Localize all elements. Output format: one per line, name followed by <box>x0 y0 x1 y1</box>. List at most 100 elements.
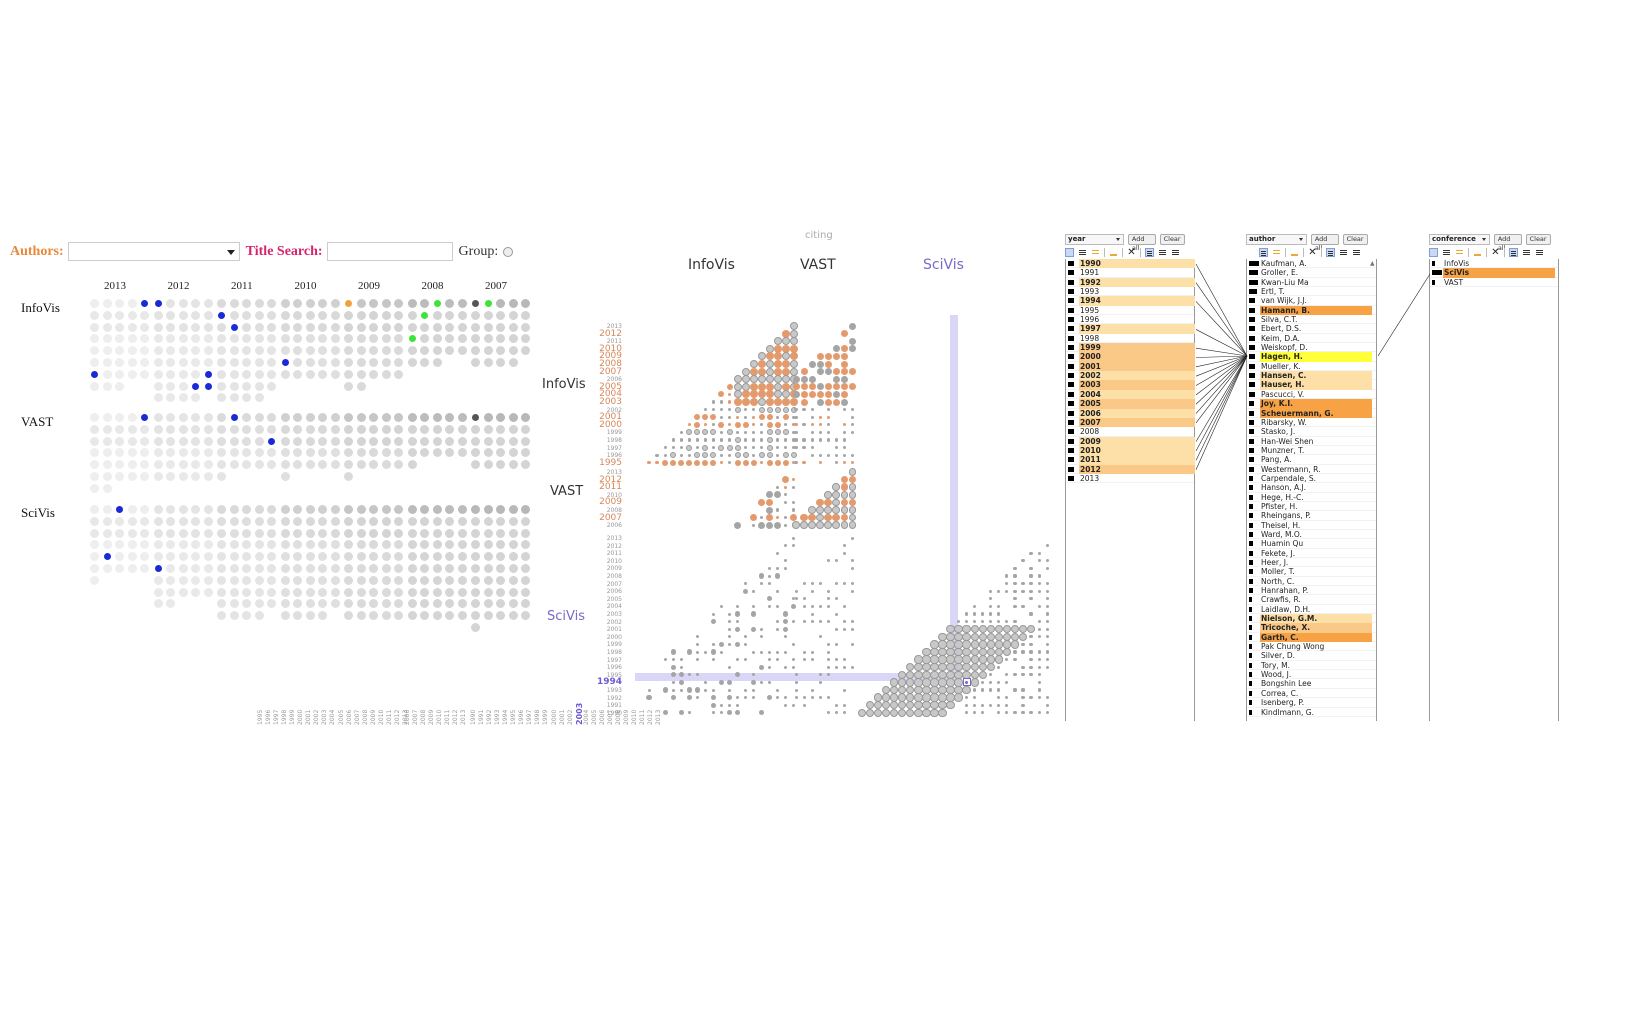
align-right-icon[interactable] <box>1352 248 1361 257</box>
publication-dot[interactable] <box>521 346 530 356</box>
publication-dot[interactable] <box>103 553 111 561</box>
publication-dot[interactable] <box>356 448 366 458</box>
publication-dot[interactable] <box>369 575 378 585</box>
publication-dot[interactable] <box>127 436 137 446</box>
publication-dot[interactable] <box>191 540 200 550</box>
publication-dot[interactable] <box>90 322 99 332</box>
publication-dot[interactable] <box>229 358 239 367</box>
publication-dot[interactable] <box>140 436 149 446</box>
publication-dot[interactable] <box>153 346 163 356</box>
publication-dot[interactable] <box>407 358 417 367</box>
list-item[interactable]: VAST <box>1430 278 1558 288</box>
publication-dot[interactable] <box>496 516 505 526</box>
publication-dot[interactable] <box>140 505 149 514</box>
publication-dot[interactable] <box>381 540 391 550</box>
publication-dot[interactable] <box>457 540 467 550</box>
publication-dot[interactable] <box>432 564 442 573</box>
publication-dot[interactable] <box>267 575 276 585</box>
publication-dot[interactable] <box>229 540 239 550</box>
publication-dot[interactable] <box>166 552 175 562</box>
publication-dot[interactable] <box>407 552 417 562</box>
publication-dot[interactable] <box>178 310 188 320</box>
publication-dot[interactable] <box>381 299 391 308</box>
publication-dot[interactable] <box>127 369 137 379</box>
publication-dot[interactable] <box>90 448 99 458</box>
publication-dot[interactable] <box>420 505 429 514</box>
publication-dot[interactable] <box>344 310 353 320</box>
publication-dot[interactable] <box>432 310 442 320</box>
publication-dot[interactable] <box>483 505 493 514</box>
publication-dot[interactable] <box>356 587 366 597</box>
publication-dot[interactable] <box>369 424 378 434</box>
publication-dot[interactable] <box>191 358 200 367</box>
publication-dot[interactable] <box>457 448 467 458</box>
publication-dot[interactable] <box>102 369 112 379</box>
publication-dot[interactable] <box>217 299 226 308</box>
publication-dot[interactable] <box>420 334 429 344</box>
publication-dot[interactable] <box>217 540 226 550</box>
publication-dot[interactable] <box>471 516 480 526</box>
publication-dot[interactable] <box>102 322 112 332</box>
publication-dot[interactable] <box>356 413 366 422</box>
publication-dot[interactable] <box>330 358 340 367</box>
publication-dot[interactable] <box>318 460 327 470</box>
publication-dot[interactable] <box>153 528 163 538</box>
publication-dot[interactable] <box>229 448 239 458</box>
publication-dot[interactable] <box>178 472 188 481</box>
list-item[interactable]: Ertl, T. <box>1247 287 1376 297</box>
publication-dot[interactable] <box>471 575 480 585</box>
publication-dot[interactable] <box>229 564 239 573</box>
publication-dot[interactable] <box>153 505 163 514</box>
publication-dot[interactable] <box>127 505 137 514</box>
publication-dot[interactable] <box>420 528 429 538</box>
publication-dot[interactable] <box>420 436 429 446</box>
publication-dot[interactable] <box>102 436 112 446</box>
publication-dot[interactable] <box>217 472 226 481</box>
publication-dot[interactable] <box>369 611 378 621</box>
publication-dot[interactable] <box>166 299 175 308</box>
publication-dot[interactable] <box>102 448 112 458</box>
publication-dot[interactable] <box>457 436 467 446</box>
publication-dot[interactable] <box>330 540 340 550</box>
publication-dot[interactable] <box>90 424 99 434</box>
publication-dot[interactable] <box>242 381 251 391</box>
publication-dot[interactable] <box>344 358 353 367</box>
publication-dot[interactable] <box>496 505 505 514</box>
author-add-all-button[interactable]: Add all <box>1310 233 1339 252</box>
publication-dot[interactable] <box>229 310 239 320</box>
publication-dot[interactable] <box>344 552 353 562</box>
publication-dot[interactable] <box>91 370 98 378</box>
publication-dot[interactable] <box>521 564 530 573</box>
publication-dot[interactable] <box>154 565 162 572</box>
list-item[interactable]: Nielson, G.M. <box>1247 614 1376 624</box>
align-right-icon[interactable] <box>1171 248 1180 257</box>
publication-dot[interactable] <box>254 611 264 621</box>
publication-dot[interactable] <box>229 460 239 470</box>
publication-dot[interactable] <box>407 564 417 573</box>
publication-dot[interactable] <box>471 528 480 538</box>
publication-dot[interactable] <box>356 564 366 573</box>
publication-dot[interactable] <box>394 448 403 458</box>
publication-dot[interactable] <box>153 460 163 470</box>
publication-dot[interactable] <box>407 310 417 320</box>
publication-dot[interactable] <box>293 564 302 573</box>
publication-dot[interactable] <box>191 460 200 470</box>
publication-dot[interactable] <box>344 448 353 458</box>
publication-dot[interactable] <box>293 505 302 514</box>
publication-dot[interactable] <box>420 413 429 422</box>
publication-dot[interactable] <box>153 587 163 597</box>
publication-dot[interactable] <box>115 448 124 458</box>
publication-dot[interactable] <box>229 611 239 621</box>
publication-dot[interactable] <box>254 564 264 573</box>
publication-dot[interactable] <box>242 334 251 344</box>
list-item[interactable]: SciVis <box>1430 268 1558 278</box>
publication-dot[interactable] <box>344 413 353 422</box>
publication-dot[interactable] <box>102 528 112 538</box>
publication-dot[interactable] <box>127 448 137 458</box>
publication-dot[interactable] <box>445 299 454 308</box>
publication-dot[interactable] <box>178 369 188 379</box>
publication-dot[interactable] <box>254 448 264 458</box>
publication-dot[interactable] <box>242 310 251 320</box>
list-item[interactable]: 2011 <box>1066 455 1195 465</box>
publication-dot[interactable] <box>344 369 353 379</box>
